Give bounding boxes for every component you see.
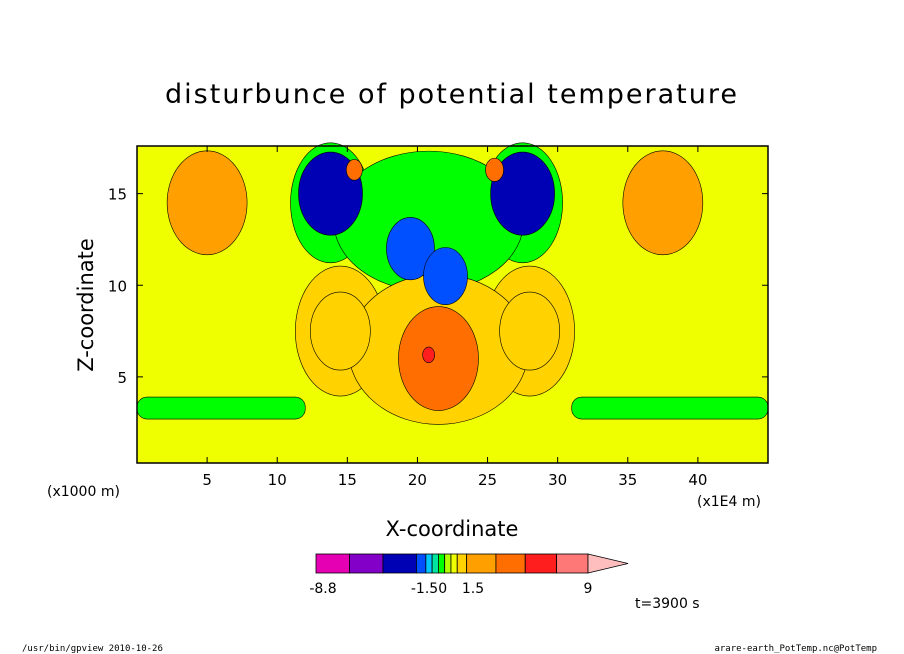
colorbar-tick-label: -8.8 bbox=[309, 581, 336, 597]
contour-feature bbox=[346, 159, 363, 181]
y-tick-label: 5 bbox=[117, 369, 127, 387]
colorbar-arrow bbox=[587, 553, 629, 574]
contour-feature bbox=[386, 217, 435, 281]
x-tick-label: 15 bbox=[338, 471, 357, 489]
colorbar-segment bbox=[524, 553, 558, 574]
x-tick-label: 25 bbox=[478, 471, 497, 489]
x-tick-label: 30 bbox=[548, 471, 567, 489]
contour-feature bbox=[490, 151, 555, 236]
contour-feature bbox=[485, 157, 504, 182]
colorbar-segment bbox=[315, 553, 350, 574]
contour-feature bbox=[422, 346, 435, 363]
colorbar: -8.8 -1.50 1.5 9 bbox=[309, 553, 629, 597]
colorbar-segment bbox=[349, 553, 384, 574]
contour-feature bbox=[398, 306, 479, 411]
y-tick-label: 10 bbox=[108, 277, 127, 295]
colorbar-segment bbox=[466, 553, 497, 574]
contour-feature bbox=[166, 150, 248, 256]
contour-feature bbox=[499, 291, 560, 371]
colorbar-segment bbox=[437, 553, 446, 574]
x-tick-label: 10 bbox=[268, 471, 287, 489]
colorbar-segment bbox=[416, 553, 427, 574]
footer-right: arare-earth_PotTemp.nc@PotTemp bbox=[714, 644, 877, 654]
x-tick-label: 5 bbox=[202, 471, 212, 489]
x-tick-label: 20 bbox=[408, 471, 427, 489]
contour-fields bbox=[136, 142, 769, 425]
x-tick-label: 35 bbox=[618, 471, 637, 489]
colorbar-segment bbox=[431, 553, 439, 574]
x-axis-label: X-coordinate bbox=[386, 517, 519, 541]
contour-strip-left bbox=[136, 396, 306, 420]
y-axis-label: Z-coordinate bbox=[74, 238, 98, 372]
y-axis-ticks: 5 10 15 bbox=[108, 186, 768, 387]
colorbar-tick-label: -1.50 bbox=[411, 581, 447, 597]
x-tick-label: 40 bbox=[688, 471, 707, 489]
plot-area: 5 10 15 20 25 30 35 40 5 10 15 bbox=[108, 142, 769, 489]
y-tick-label: 15 bbox=[108, 186, 127, 204]
colorbar-tick-label: 1.5 bbox=[462, 581, 484, 597]
colorbar-segment bbox=[444, 553, 452, 574]
x-axis-ticks: 5 10 15 20 25 30 35 40 bbox=[202, 146, 707, 489]
contour-feature bbox=[423, 247, 468, 305]
contour-feature bbox=[622, 150, 704, 256]
x-unit-label: (x1E4 m) bbox=[697, 494, 761, 510]
colorbar-segment bbox=[382, 553, 417, 574]
colorbar-tick-label: 9 bbox=[584, 581, 593, 597]
y-unit-label: (x1000 m) bbox=[47, 484, 120, 500]
colorbar-segment bbox=[456, 553, 468, 574]
footer-left: /usr/bin/gpview 2010-10-26 bbox=[22, 644, 163, 654]
plot-frame bbox=[136, 145, 769, 464]
colorbar-segment bbox=[425, 553, 433, 574]
colorbar-segment bbox=[450, 553, 458, 574]
time-label: t=3900 s bbox=[635, 596, 700, 612]
contour-feature bbox=[310, 291, 371, 371]
contour-strip-right bbox=[571, 396, 769, 420]
colorbar-segment bbox=[556, 553, 589, 574]
chart-title: disturbunce of potential temperature bbox=[165, 79, 739, 110]
colorbar-segment bbox=[495, 553, 526, 574]
